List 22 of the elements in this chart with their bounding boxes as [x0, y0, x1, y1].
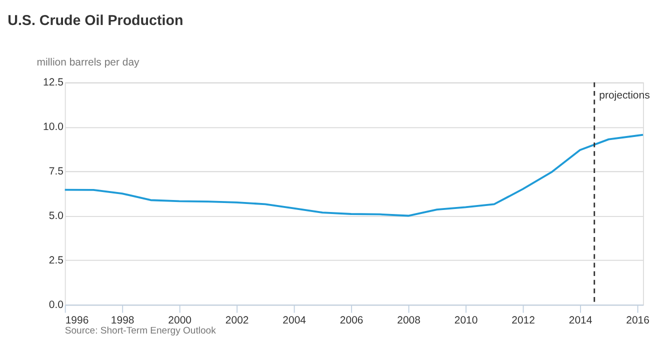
- x-tick-label: 1998: [110, 315, 134, 326]
- source-note: Source: Short-Term Energy Outlook: [64, 325, 216, 336]
- x-tick-label: 2002: [225, 315, 249, 326]
- x-tick-label: 2014: [568, 315, 592, 326]
- y-tick-label: 10.0: [43, 122, 64, 134]
- x-tick-label: 2016: [626, 315, 650, 326]
- x-tick-label: 1996: [65, 315, 89, 326]
- y-axis-title: million barrels per day: [36, 58, 140, 69]
- x-tick-label: 2012: [512, 315, 536, 326]
- line-series: [64, 134, 644, 217]
- x-tick-label: 2010: [454, 315, 478, 326]
- y-tick-label: 7.5: [48, 166, 64, 178]
- chart-title: U.S. Crude Oil Production: [8, 13, 184, 30]
- y-tick-label: 12.5: [43, 78, 64, 89]
- x-tick-label: 2004: [282, 315, 306, 326]
- y-tick-label: 5.0: [48, 211, 64, 222]
- x-tick-label: 2006: [340, 315, 364, 326]
- y-tick-label: 0.0: [48, 300, 64, 312]
- y-tick-label: 2.5: [48, 256, 64, 267]
- ref-line-label: projections: [599, 90, 650, 102]
- x-tick-label: 2008: [397, 315, 421, 326]
- x-tick-label: 2000: [168, 315, 192, 326]
